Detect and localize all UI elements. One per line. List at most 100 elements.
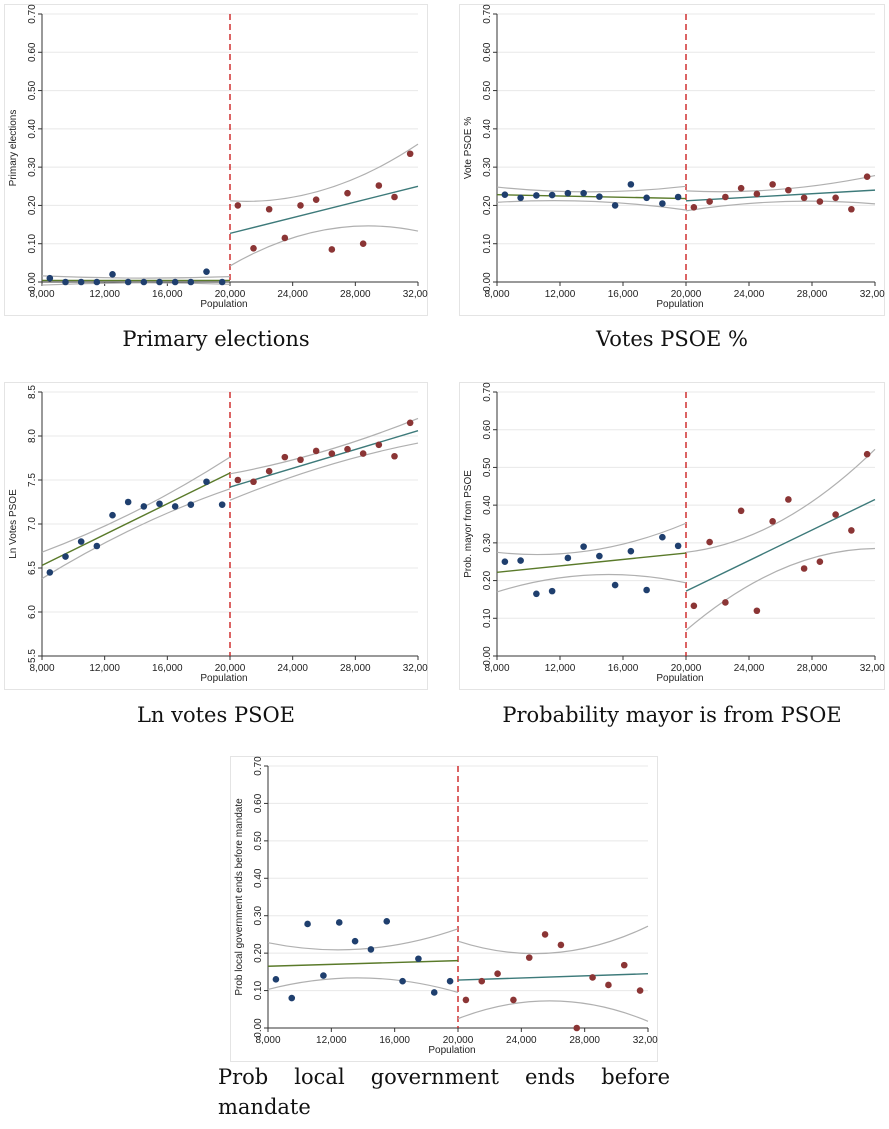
x-tick-label: 8,000 — [29, 289, 54, 300]
x-tick-label: 8,000 — [484, 289, 509, 300]
chart-frame — [459, 4, 885, 316]
data-point-left — [124, 498, 132, 506]
right-fit-line — [685, 498, 876, 592]
data-point-left — [46, 569, 54, 576]
x-tick-label: 16,000 — [379, 1035, 410, 1046]
data-point-right — [525, 954, 533, 961]
y-axis-label: Ln Votes PSOE — [8, 489, 19, 559]
data-point-right — [359, 450, 367, 457]
y-tick-label: 0.40 — [27, 119, 38, 139]
data-point-left — [272, 976, 280, 983]
x-tick-label: 12,000 — [89, 663, 120, 674]
data-point-left — [351, 937, 359, 945]
caption-votes: Votes PSOE % — [596, 327, 748, 351]
data-point-left — [187, 501, 195, 508]
right-fit-line — [457, 973, 649, 981]
x-tick-label: 28,000 — [340, 663, 371, 674]
data-point-left — [596, 552, 603, 560]
data-point-left — [564, 189, 572, 197]
data-point-left — [674, 542, 682, 550]
left-fit-line — [267, 959, 459, 967]
data-point-right — [297, 202, 304, 209]
right-ci-upper — [229, 143, 419, 202]
data-point-left — [415, 955, 422, 963]
right-fit-line — [229, 430, 419, 488]
data-point-left — [124, 278, 132, 286]
right-ci-upper — [685, 448, 876, 553]
right-ci-upper — [685, 174, 876, 193]
data-point-left — [548, 191, 556, 199]
y-tick-label: 0.60 — [482, 42, 493, 62]
data-point-right — [832, 194, 839, 202]
data-point-right — [406, 419, 414, 427]
chart-primary: 0.00 0.10 0.20 0.30 0.40 0.50 0.60 0.70 8,000 12,… — [4, 4, 428, 316]
x-tick-label: 28,000 — [797, 289, 828, 300]
x-tick-label: 8,000 — [255, 1035, 280, 1046]
data-point-left — [501, 191, 509, 199]
data-point-right — [737, 184, 745, 192]
chart-frame — [230, 756, 658, 1062]
data-point-left — [548, 587, 556, 595]
data-point-left — [93, 278, 101, 286]
chart-frame — [4, 4, 428, 316]
data-point-right — [706, 198, 713, 205]
caption-ln: Ln votes PSOE — [136, 703, 296, 727]
data-point-right — [722, 599, 729, 606]
y-tick-label: 8.0 — [27, 429, 38, 443]
x-axis-label: Population — [200, 673, 247, 684]
data-point-left — [596, 193, 603, 200]
data-point-right — [391, 193, 398, 201]
y-tick-label: 0.10 — [253, 980, 264, 1000]
chart-ln: 5.5 6.0 6.5 7.0 7.5 8.0 8.5 8,000 12,000 16,000 20… — [4, 382, 428, 690]
data-point-left — [674, 193, 682, 201]
data-point-left — [643, 586, 650, 594]
data-point-right — [848, 527, 855, 534]
data-point-right — [462, 996, 470, 1004]
data-point-right — [800, 194, 808, 202]
y-tick-label: 0.00 — [482, 646, 493, 666]
data-point-right — [297, 456, 304, 464]
x-tick-label: 32,000 — [403, 289, 428, 300]
data-point-right — [636, 987, 644, 994]
right-ci-upper — [457, 925, 649, 955]
x-tick-label: 20,000 — [215, 289, 246, 300]
data-point-right — [406, 150, 414, 158]
data-point-right — [234, 476, 242, 484]
x-axis-label: Population — [656, 299, 703, 310]
y-tick-label: 0.30 — [253, 906, 264, 926]
data-point-right — [344, 445, 351, 453]
data-point-right — [605, 981, 612, 989]
left-ci-lower — [267, 977, 459, 994]
data-point-right — [573, 1024, 581, 1032]
x-tick-label: 32,000 — [633, 1035, 658, 1046]
x-tick-label: 16,000 — [152, 663, 183, 674]
caption-prob-mayor: Probability mayor is from PSOE — [502, 703, 842, 727]
chart-prob-local: 0.00 0.10 0.20 0.30 0.40 0.50 0.60 0.70 8,000 12,… — [230, 756, 658, 1062]
y-tick-label: 0.20 — [253, 943, 264, 963]
y-tick-label: 8.5 — [27, 385, 38, 399]
y-tick-label: 0.70 — [482, 382, 493, 402]
data-point-right — [391, 452, 398, 460]
data-point-right — [769, 518, 776, 525]
data-point-right — [722, 193, 729, 201]
data-point-left — [659, 533, 666, 541]
y-tick-label: 5.5 — [27, 649, 38, 663]
data-point-left — [643, 194, 650, 202]
data-point-right — [706, 538, 713, 546]
x-axis-label: Population — [428, 1045, 475, 1056]
data-point-left — [109, 271, 116, 278]
data-point-right — [265, 205, 273, 213]
data-point-left — [517, 557, 524, 564]
data-point-right — [375, 441, 383, 449]
data-point-right — [359, 240, 367, 248]
right-fit-line — [685, 189, 876, 202]
x-tick-label: 24,000 — [277, 289, 308, 300]
data-point-left — [77, 538, 85, 545]
y-tick-label: 0.50 — [27, 80, 38, 100]
data-point-right — [541, 931, 549, 938]
x-tick-label: 24,000 — [277, 663, 308, 674]
data-point-left — [62, 278, 69, 286]
y-tick-label: 0.70 — [253, 756, 264, 776]
x-tick-label: 24,000 — [734, 289, 765, 300]
x-axis-label: Population — [200, 299, 247, 310]
